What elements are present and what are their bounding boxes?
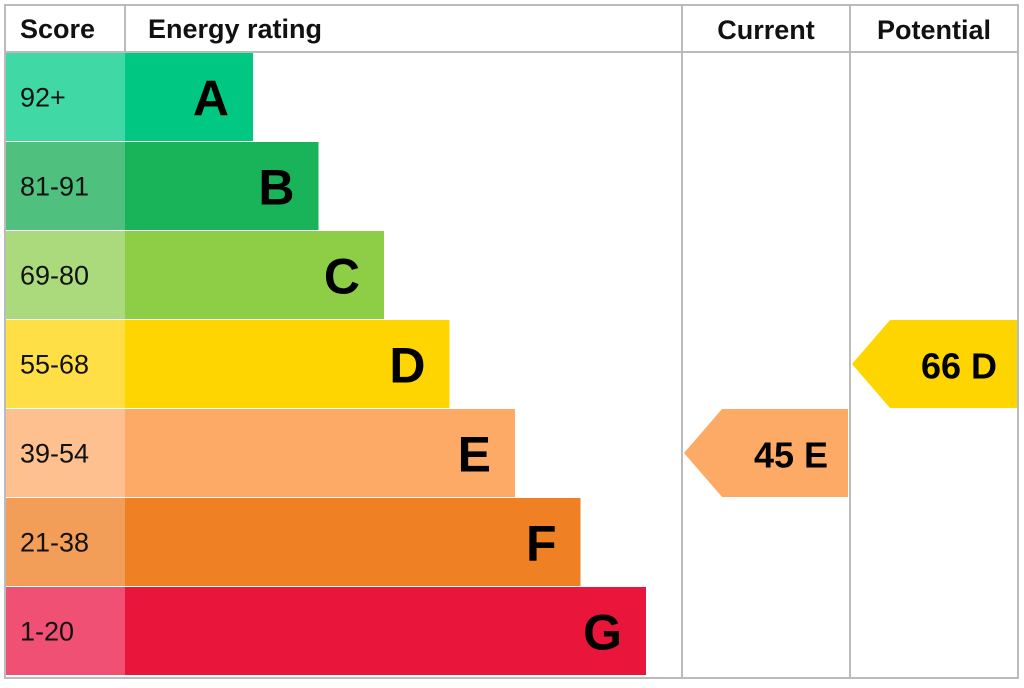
- band-bar: [125, 498, 581, 586]
- band-letter: A: [193, 71, 229, 127]
- current-arrow: [684, 409, 848, 497]
- band-letter: C: [324, 249, 360, 305]
- band-score: 81-91: [20, 172, 89, 202]
- score-cell: [6, 498, 125, 586]
- score-cell: [6, 53, 125, 141]
- band-score: 55-68: [20, 350, 89, 380]
- band-letter: E: [458, 427, 491, 483]
- score-cell: [6, 409, 125, 497]
- header-score: Score: [20, 14, 95, 44]
- band-score: 92+: [20, 83, 66, 113]
- score-cell: [6, 231, 125, 319]
- score-cell: [6, 142, 125, 230]
- header-rating: Energy rating: [148, 14, 322, 44]
- band-bar: [125, 231, 384, 319]
- band-letter: B: [258, 160, 294, 216]
- header-potential: Potential: [877, 15, 991, 45]
- potential-label: 66 D: [921, 346, 997, 387]
- band-bar: [125, 142, 319, 230]
- band-score: 1-20: [20, 617, 74, 647]
- score-cell: [6, 587, 125, 675]
- band-bar: [125, 320, 450, 408]
- band-score: 21-38: [20, 528, 89, 558]
- header-current: Current: [717, 15, 815, 45]
- band-letter: D: [389, 338, 425, 394]
- potential-arrow: [852, 320, 1017, 408]
- band-bar: [125, 409, 515, 497]
- band-letter: G: [583, 605, 622, 661]
- band-score: 39-54: [20, 439, 89, 469]
- current-label: 45 E: [754, 435, 828, 476]
- band-bar: [125, 587, 646, 675]
- band-score: 69-80: [20, 261, 89, 291]
- band-letter: F: [526, 516, 557, 572]
- band-bar: [125, 53, 253, 141]
- score-cell: [6, 320, 125, 408]
